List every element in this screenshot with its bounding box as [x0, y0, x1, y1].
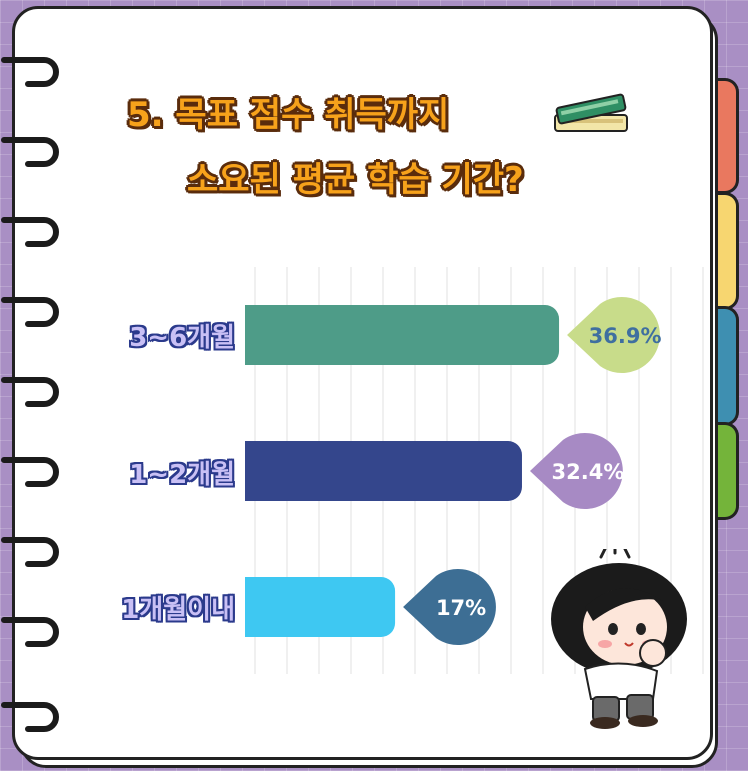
notebook-ring-icon — [1, 297, 59, 327]
notebook-page: 5. 목표 점수 취득까지 소요된 평균 학습 기간? 36.9% 32.4% 17… — [12, 6, 713, 760]
value-label-bubble-1 — [529, 433, 623, 509]
notebook-ring-icon — [1, 617, 59, 647]
category-label-0: 3~6개월 — [129, 323, 235, 353]
girl-character-icon — [551, 549, 687, 729]
notebook-ring-icon — [1, 137, 59, 167]
notebook-ring-icon — [1, 457, 59, 487]
books-icon — [554, 93, 628, 132]
bar-2 — [245, 577, 396, 637]
value-label-0: 36.9% — [589, 324, 662, 348]
category-label-1: 1~2개월 — [129, 460, 235, 490]
value-label-1: 32.4% — [552, 460, 625, 484]
value-label-bubble-2 — [403, 569, 496, 645]
value-label-bubble-0 — [567, 297, 660, 373]
value-label-2: 17% — [436, 596, 486, 620]
notebook-ring-icon — [1, 217, 59, 247]
bar-1 — [245, 441, 522, 501]
notebook-ring-icon — [1, 377, 59, 407]
notebook-rings — [1, 57, 59, 732]
title-line-1: 5. 목표 점수 취득까지 — [127, 95, 450, 135]
title-line-2: 소요된 평균 학습 기간? — [187, 160, 524, 200]
notebook-ring-icon — [1, 537, 59, 567]
notebook-ring-icon — [1, 702, 59, 732]
bar-chart: 36.9% 32.4% 17% — [245, 267, 704, 674]
bar-0 — [245, 305, 560, 365]
notebook-ring-icon — [1, 57, 59, 87]
category-label-2: 1개월이내 — [121, 595, 235, 625]
